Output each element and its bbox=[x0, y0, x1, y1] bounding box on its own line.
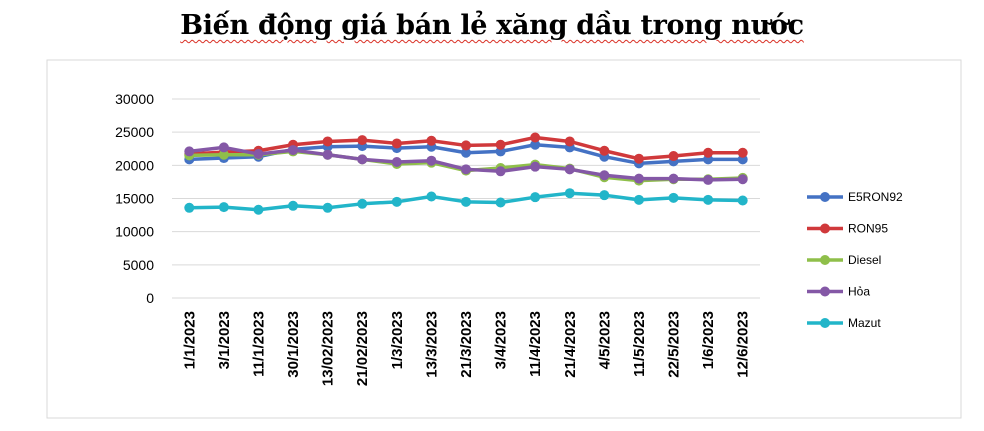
data-point bbox=[391, 196, 402, 207]
data-point bbox=[599, 190, 610, 201]
x-tick-label: 12/6/2023 bbox=[735, 311, 752, 378]
data-point bbox=[495, 197, 506, 208]
data-point bbox=[737, 174, 748, 185]
x-tick-label: 3/1/2023 bbox=[216, 311, 233, 369]
x-tick-label: 1/6/2023 bbox=[700, 311, 717, 369]
data-point bbox=[322, 136, 333, 147]
data-point bbox=[668, 151, 679, 162]
y-tick-label: 25000 bbox=[115, 124, 154, 140]
data-point bbox=[322, 149, 333, 160]
legend-swatch-marker bbox=[820, 223, 830, 234]
data-point bbox=[530, 132, 541, 143]
data-point bbox=[564, 164, 575, 175]
data-point bbox=[288, 200, 299, 211]
x-tick-label: 30/1/2023 bbox=[285, 311, 302, 378]
legend-swatch-marker bbox=[820, 192, 830, 202]
legend-label: Diesel bbox=[848, 253, 881, 267]
data-point bbox=[288, 145, 299, 156]
data-point bbox=[530, 192, 541, 203]
chart-border bbox=[46, 59, 962, 419]
data-point bbox=[633, 173, 644, 184]
x-tick-label: 21/3/2023 bbox=[458, 311, 475, 378]
legend-item-e5ron92: E5RON92 bbox=[807, 190, 903, 204]
legend-label: E5RON92 bbox=[848, 190, 903, 204]
legend: E5RON92 RON95 Diesel Hỏa Mazut bbox=[807, 190, 903, 330]
data-point bbox=[633, 194, 644, 205]
x-tick-label: 13/3/2023 bbox=[423, 311, 440, 378]
data-point bbox=[184, 146, 195, 157]
x-tick-label: 3/4/2023 bbox=[493, 311, 510, 369]
data-point bbox=[703, 174, 714, 185]
y-tick-label: 15000 bbox=[115, 191, 154, 207]
data-point bbox=[322, 202, 333, 213]
legend-label: Hỏa bbox=[848, 285, 870, 299]
y-tick-label: 0 bbox=[146, 290, 154, 306]
data-point bbox=[599, 145, 610, 156]
data-point bbox=[391, 138, 402, 149]
y-tick-label: 20000 bbox=[115, 157, 154, 173]
legend-swatch-marker bbox=[820, 286, 830, 297]
x-tick-label: 1/1/2023 bbox=[181, 311, 198, 369]
y-tick-label: 10000 bbox=[115, 224, 154, 240]
series-lines bbox=[184, 132, 748, 215]
x-tick-label: 11/5/2023 bbox=[631, 311, 648, 377]
y-axis: 0 5000 10000 15000 20000 25000 30000 bbox=[115, 91, 154, 306]
data-point bbox=[668, 173, 679, 184]
y-tick-label: 5000 bbox=[123, 257, 154, 273]
x-tick-label: 13/02/2023 bbox=[320, 311, 337, 386]
data-point bbox=[357, 135, 368, 146]
data-point bbox=[461, 147, 471, 158]
data-point bbox=[495, 139, 506, 150]
series-ron95 bbox=[184, 132, 748, 164]
legend-label: Mazut bbox=[848, 316, 881, 330]
data-point bbox=[426, 191, 437, 202]
data-point bbox=[668, 192, 679, 203]
data-point bbox=[461, 196, 471, 207]
legend-swatch-marker bbox=[820, 255, 830, 265]
legend-item-hỏa: Hỏa bbox=[807, 285, 870, 299]
x-tick-label: 21/02/2023 bbox=[354, 311, 371, 386]
data-point bbox=[253, 149, 264, 160]
data-point bbox=[495, 166, 506, 177]
x-tick-label: 1/3/2023 bbox=[389, 311, 406, 369]
data-point bbox=[426, 135, 437, 146]
legend-item-mazut: Mazut bbox=[807, 316, 881, 330]
data-point bbox=[530, 139, 541, 150]
series-hỏa bbox=[184, 142, 748, 185]
y-tick-label: 30000 bbox=[115, 91, 154, 107]
x-tick-label: 11/1/2023 bbox=[250, 311, 267, 377]
x-tick-label: 21/4/2023 bbox=[562, 311, 579, 378]
data-point bbox=[564, 188, 575, 199]
series-mazut bbox=[184, 188, 748, 215]
data-point bbox=[357, 198, 368, 209]
data-point bbox=[218, 202, 229, 213]
data-point bbox=[737, 147, 748, 158]
legend-label: RON95 bbox=[848, 222, 888, 236]
data-point bbox=[184, 202, 195, 213]
data-point bbox=[599, 170, 610, 181]
data-point bbox=[357, 154, 368, 165]
data-point bbox=[391, 157, 402, 168]
data-point bbox=[530, 161, 541, 172]
data-point bbox=[633, 153, 644, 164]
data-point bbox=[564, 136, 575, 147]
data-point bbox=[426, 155, 437, 166]
data-point bbox=[461, 140, 471, 151]
legend-item-ron95: RON95 bbox=[807, 222, 888, 236]
data-point bbox=[703, 147, 714, 158]
data-point bbox=[218, 149, 229, 160]
x-tick-label: 4/5/2023 bbox=[596, 311, 613, 369]
legend-item-diesel: Diesel bbox=[807, 253, 881, 267]
data-point bbox=[703, 194, 714, 205]
x-tick-label: 22/5/2023 bbox=[666, 311, 683, 378]
x-axis: 1/1/2023 3/1/2023 11/1/2023 30/1/2023 13/02/… bbox=[181, 311, 751, 386]
chart-title: Biến động giá bán lẻ xăng dầu trong nước bbox=[180, 10, 804, 41]
x-tick-label: 11/4/2023 bbox=[527, 311, 544, 377]
data-point bbox=[218, 142, 229, 153]
data-point bbox=[737, 195, 748, 206]
legend-swatch-marker bbox=[820, 318, 830, 328]
data-point bbox=[253, 204, 264, 215]
data-point bbox=[461, 164, 471, 175]
